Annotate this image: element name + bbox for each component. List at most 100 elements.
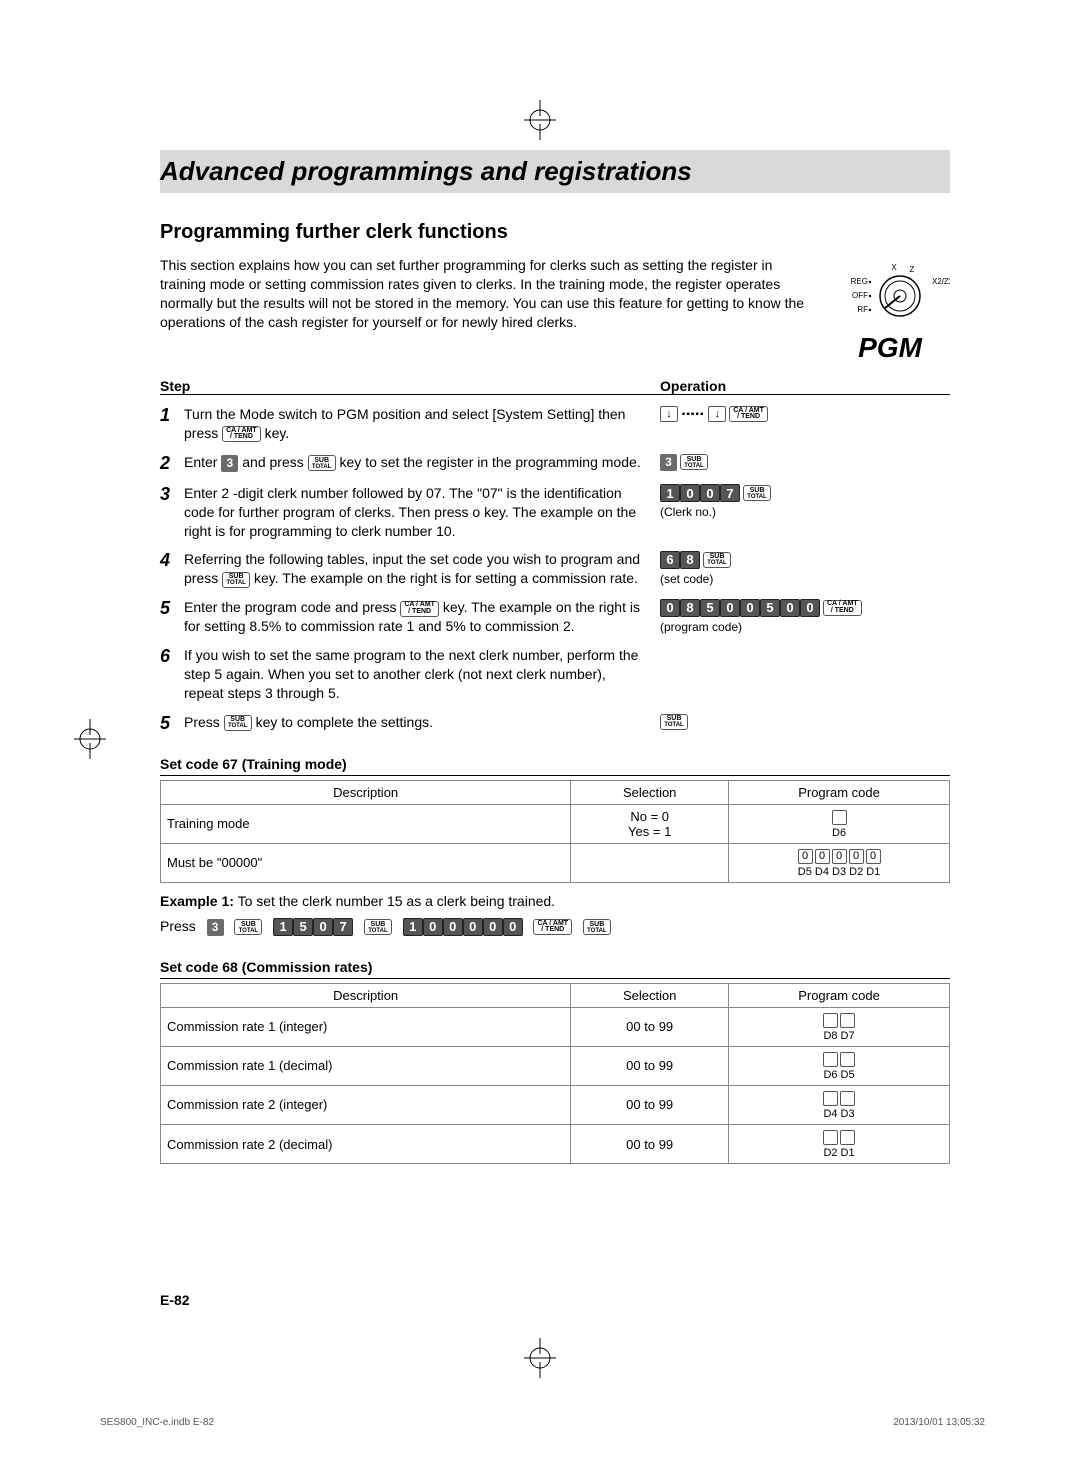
th-sel: Selection	[571, 983, 729, 1007]
subtotal-key-icon: SUBTOTAL	[364, 919, 392, 935]
step-number: 6	[160, 646, 184, 703]
col-op-header: Operation	[660, 378, 950, 394]
step-text: Enter 3 and press SUBTOTAL key to set th…	[184, 453, 660, 474]
step-row: 2 Enter 3 and press SUBTOTAL key to set …	[160, 453, 950, 474]
section-heading: Programming further clerk functions	[160, 221, 950, 244]
digit-box: 0	[832, 849, 847, 864]
td-desc: Commission rate 1 (decimal)	[161, 1046, 571, 1085]
td-sel: 00 to 99	[571, 1125, 729, 1164]
digit-key-0: 0	[780, 599, 800, 617]
down-arrow-key-icon: ↓	[708, 406, 726, 422]
digit-key-0: 0	[503, 918, 523, 936]
op-note: (Clerk no.)	[660, 505, 950, 519]
example1-label: Example 1:	[160, 893, 234, 909]
digit-key-0: 0	[800, 599, 820, 617]
step-text: If you wish to set the same program to t…	[184, 646, 660, 703]
th-sel: Selection	[571, 780, 729, 804]
subtotal-key-icon: SUBTOTAL	[234, 919, 262, 935]
th-desc: Description	[161, 983, 571, 1007]
subtotal-key-icon: SUBTOTAL	[680, 454, 708, 470]
table-setcode68: Description Selection Program code Commi…	[160, 983, 950, 1164]
footer-left: SES800_INC-e.indb E-82	[100, 1417, 214, 1428]
numkey-3: 3	[660, 454, 677, 471]
digit-key-0: 0	[313, 918, 333, 936]
td-sel: 00 to 99	[571, 1046, 729, 1085]
ca-amt-key-icon: CA / AMT / TEND	[222, 426, 261, 442]
subtotal-key-icon: SUBTOTAL	[224, 715, 252, 731]
svg-text:REG: REG	[851, 277, 868, 286]
digit-key-8: 8	[680, 599, 700, 617]
svg-text:X: X	[891, 263, 897, 272]
td-sel: 00 to 99	[571, 1085, 729, 1124]
step-row: 5 Enter the program code and press CA / …	[160, 598, 950, 636]
step-row: 5 Press SUBTOTAL key to complete the set…	[160, 713, 950, 734]
numkey-3: 3	[207, 919, 224, 936]
col-step-header: Step	[160, 378, 660, 394]
step-operation	[660, 646, 950, 703]
td-sel	[571, 843, 729, 882]
crop-mark-top-icon	[520, 100, 560, 140]
step-number: 3	[160, 484, 184, 541]
step-operation: SUBTOTAL	[660, 713, 950, 734]
td-desc: Commission rate 1 (integer)	[161, 1007, 571, 1046]
mode-dial-icon: REG OFF RF X Z X2/Z2 PGM	[830, 256, 950, 364]
digit-key-1: 1	[660, 484, 680, 502]
th-prog: Program code	[729, 983, 950, 1007]
step-text: Enter the program code and press CA / AM…	[184, 598, 660, 636]
digit-key-8: 8	[680, 551, 700, 569]
digit-key-0: 0	[680, 484, 700, 502]
table-setcode67: Description Selection Program code Train…	[160, 780, 950, 883]
digit-key-0: 0	[720, 599, 740, 617]
td-prog: D6	[729, 804, 950, 843]
td-desc: Must be "00000"	[161, 843, 571, 882]
digit-key-0: 0	[443, 918, 463, 936]
svg-text:Z: Z	[910, 265, 915, 274]
step-number: 1	[160, 405, 184, 443]
setcode67-heading: Set code 67 (Training mode)	[160, 756, 950, 776]
td-sel: No = 0 Yes = 1	[571, 804, 729, 843]
step-row: 1 Turn the Mode switch to PGM position a…	[160, 405, 950, 443]
step-text: Press SUBTOTAL key to complete the setti…	[184, 713, 660, 734]
td-prog: D8 D7	[729, 1007, 950, 1046]
press-label: Press	[160, 918, 196, 934]
digit-key-7: 7	[720, 484, 740, 502]
svg-text:RF: RF	[857, 305, 868, 314]
crop-mark-left-icon	[70, 719, 110, 759]
digit-key-7: 7	[333, 918, 353, 936]
step-row: 3 Enter 2 -digit clerk number followed b…	[160, 484, 950, 541]
svg-text:OFF: OFF	[852, 291, 868, 300]
step-number: 5	[160, 598, 184, 636]
crop-mark-bottom-icon	[520, 1338, 560, 1378]
step-row: 6 If you wish to set the same program to…	[160, 646, 950, 703]
digit-key-0: 0	[483, 918, 503, 936]
page-number: E-82	[160, 1292, 190, 1308]
th-desc: Description	[161, 780, 571, 804]
td-desc: Training mode	[161, 804, 571, 843]
td-desc: Commission rate 2 (decimal)	[161, 1125, 571, 1164]
digit-box: 0	[815, 849, 830, 864]
th-prog: Program code	[729, 780, 950, 804]
step-text: Enter 2 -digit clerk number followed by …	[184, 484, 660, 541]
step-operation: ↓ ▪▪▪▪▪ ↓CA / AMT / TEND	[660, 405, 950, 443]
td-prog: D6 D5	[729, 1046, 950, 1085]
step-number: 4	[160, 550, 184, 588]
example1-text: To set the clerk number 15 as a clerk be…	[234, 893, 555, 909]
digit-box: 0	[798, 849, 813, 864]
step-row: 4 Referring the following tables, input …	[160, 550, 950, 588]
down-arrow-key-icon: ↓	[660, 406, 678, 422]
td-sel: 00 to 99	[571, 1007, 729, 1046]
example1-press-line: Press 3 SUBTOTAL 1507 SUBTOTAL 100000 CA…	[160, 915, 950, 937]
td-prog: 00000 D5 D4 D3 D2 D1	[729, 843, 950, 882]
digit-box: 0	[849, 849, 864, 864]
digit-key-6: 6	[660, 551, 680, 569]
digit-key-5: 5	[760, 599, 780, 617]
ca-amt-key-icon: CA / AMT / TEND	[729, 406, 768, 422]
digit-key-0: 0	[423, 918, 443, 936]
intro-text: This section explains how you can set fu…	[160, 256, 812, 364]
page-title: Advanced programmings and registrations	[160, 156, 950, 187]
td-desc: Commission rate 2 (integer)	[161, 1085, 571, 1124]
digit-key-0: 0	[660, 599, 680, 617]
digit-box: 0	[866, 849, 881, 864]
pgm-label: PGM	[830, 332, 950, 364]
numkey-3: 3	[221, 455, 238, 472]
